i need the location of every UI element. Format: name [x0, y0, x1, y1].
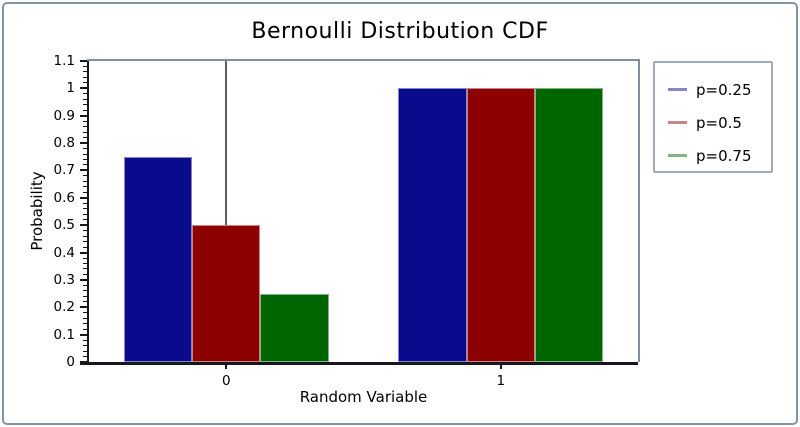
y-minor-tick	[83, 98, 87, 100]
y-minor-tick	[83, 137, 87, 139]
y-tick-label: 0.3	[53, 271, 75, 288]
bar	[398, 88, 467, 362]
x-tick	[499, 362, 502, 369]
y-minor-tick	[83, 356, 87, 358]
y-minor-tick	[83, 317, 87, 319]
plot-border-top	[87, 59, 640, 61]
plot-border-right	[638, 61, 640, 362]
x-zero-line	[225, 61, 228, 362]
legend-item-label: p=0.5	[696, 113, 742, 132]
y-minor-tick	[83, 230, 87, 232]
y-minor-tick	[83, 246, 87, 248]
y-minor-tick	[83, 164, 87, 166]
y-tick-label: 0.1	[53, 326, 75, 343]
legend-line-icon	[668, 154, 687, 157]
legend-item-label: p=0.25	[696, 80, 752, 99]
y-minor-tick	[83, 126, 87, 128]
y-tick	[80, 306, 87, 309]
y-minor-tick	[83, 273, 87, 275]
y-minor-tick	[83, 109, 87, 111]
y-tick	[80, 224, 87, 227]
y-axis-line	[87, 61, 89, 362]
y-minor-tick	[83, 175, 87, 177]
y-minor-tick	[83, 202, 87, 204]
y-tick-label: 0.2	[53, 299, 75, 316]
bar	[260, 293, 329, 362]
y-minor-tick	[83, 241, 87, 243]
y-minor-tick	[83, 186, 87, 188]
y-minor-tick	[83, 71, 87, 73]
y-tick-label: 0.9	[53, 107, 75, 124]
legend-item: p=0.25	[655, 73, 771, 106]
y-minor-tick	[83, 131, 87, 133]
legend-item: p=0.75	[655, 139, 771, 172]
y-minor-tick	[83, 257, 87, 259]
legend-box: p=0.25 p=0.5 p=0.75	[653, 61, 773, 173]
y-minor-tick	[83, 76, 87, 78]
y-tick	[80, 142, 87, 145]
y-minor-tick	[83, 312, 87, 314]
y-minor-tick	[83, 120, 87, 122]
y-minor-tick	[83, 295, 87, 297]
y-tick-label: 0.4	[53, 244, 75, 261]
y-tick-label: 0.6	[53, 189, 75, 206]
legend-item: p=0.5	[655, 106, 771, 139]
y-minor-tick	[83, 339, 87, 341]
x-tick-label: 0	[221, 373, 231, 389]
y-tick	[80, 87, 87, 90]
y-minor-tick	[83, 268, 87, 270]
y-minor-tick	[83, 323, 87, 325]
legend-line-icon	[668, 121, 687, 124]
y-tick	[80, 60, 87, 62]
y-minor-tick	[83, 153, 87, 155]
y-tick-label: 0.5	[53, 217, 75, 234]
y-minor-tick	[83, 262, 87, 264]
y-tick	[80, 114, 87, 117]
bar	[466, 88, 535, 362]
x-axis-title: Random Variable	[299, 388, 428, 406]
y-tick	[80, 361, 87, 363]
legend-item-label: p=0.75	[696, 146, 752, 165]
y-tick-label: 0	[66, 354, 75, 370]
y-tick-label: 1	[66, 80, 75, 97]
y-minor-tick	[83, 213, 87, 215]
y-tick	[80, 169, 87, 172]
y-minor-tick	[83, 350, 87, 352]
x-tick-label: 1	[496, 373, 506, 389]
y-minor-tick	[83, 104, 87, 106]
y-minor-tick	[83, 328, 87, 330]
y-tick	[80, 196, 87, 199]
legend-line-icon	[668, 88, 687, 91]
y-minor-tick	[83, 219, 87, 221]
bar	[534, 88, 604, 362]
plot-area: 0 0.1 0.2 0.3 0.4 0.5 0.6 0.7 0.8 0.9 1 1.1 0 1	[54, 54, 640, 389]
y-minor-tick	[83, 82, 87, 84]
y-minor-tick	[83, 65, 87, 67]
y-axis-title: Probability	[28, 171, 46, 251]
x-axis-line	[80, 362, 638, 365]
y-minor-tick	[83, 235, 87, 237]
y-minor-tick	[83, 148, 87, 150]
y-minor-tick	[83, 301, 87, 303]
y-minor-tick	[83, 159, 87, 160]
chart-title: Bernoulli Distribution CDF	[251, 19, 549, 44]
bar	[192, 225, 261, 362]
y-minor-tick	[83, 180, 87, 182]
y-minor-tick	[83, 93, 87, 95]
bar	[123, 156, 193, 362]
y-tick	[80, 333, 87, 336]
y-tick	[80, 251, 87, 254]
y-minor-tick	[83, 284, 87, 286]
y-minor-tick	[83, 208, 87, 210]
y-minor-tick	[83, 290, 87, 292]
y-tick-label: 1.1	[53, 53, 75, 69]
y-minor-tick	[83, 191, 87, 193]
y-minor-tick	[83, 345, 87, 347]
y-tick-label: 0.8	[53, 135, 75, 152]
y-tick-label: 0.7	[53, 162, 75, 179]
x-tick	[225, 362, 228, 369]
y-tick	[80, 278, 87, 281]
